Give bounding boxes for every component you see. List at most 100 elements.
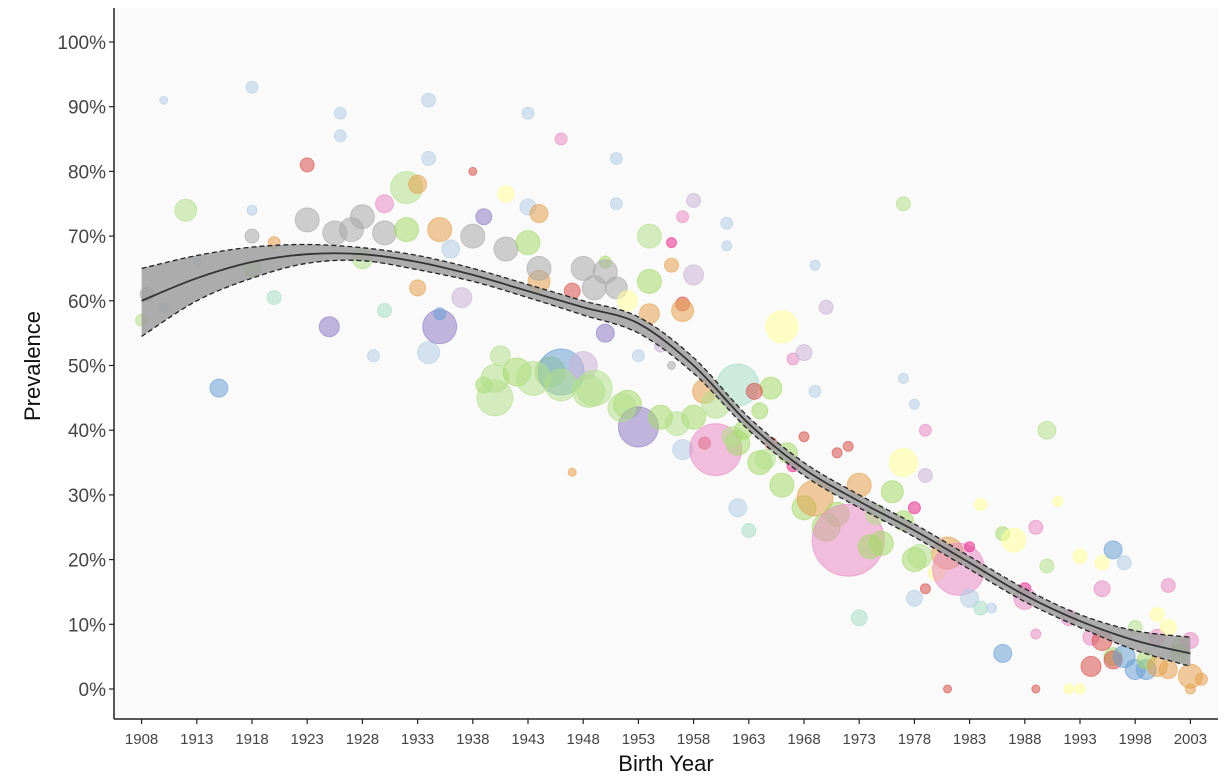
data-point — [489, 345, 511, 367]
data-point — [795, 344, 813, 362]
data-point — [421, 151, 437, 166]
data-point — [636, 223, 662, 249]
data-point — [245, 80, 259, 94]
x-tick-label: 1998 — [1119, 731, 1152, 748]
data-point — [1052, 495, 1064, 507]
data-point — [897, 372, 909, 384]
data-point — [174, 198, 198, 222]
y-tick-label: 50% — [68, 357, 106, 378]
data-point — [299, 157, 315, 173]
data-point — [974, 498, 988, 512]
data-point — [349, 204, 375, 230]
data-point — [294, 207, 320, 233]
data-point — [1158, 660, 1178, 680]
data-point — [888, 448, 918, 478]
data-point — [468, 166, 478, 176]
data-point — [421, 92, 437, 108]
data-point — [609, 152, 623, 165]
x-tick-label: 1948 — [567, 731, 600, 748]
data-point — [664, 257, 679, 273]
x-tick-label: 1938 — [456, 731, 489, 748]
fit-line — [141, 252, 1191, 655]
data-point — [769, 472, 795, 498]
data-point — [765, 310, 799, 344]
data-point — [1072, 548, 1088, 564]
data-point — [572, 374, 606, 408]
x-axis-title: Birth Year — [618, 751, 713, 776]
data-point — [607, 393, 637, 423]
data-point — [664, 411, 690, 437]
data-point — [616, 290, 638, 312]
data-point — [798, 431, 810, 443]
data-point — [1037, 420, 1057, 440]
data-point — [741, 523, 757, 538]
data-point — [394, 217, 420, 243]
data-point — [1093, 580, 1111, 598]
x-tick-label: 1928 — [346, 731, 379, 748]
data-point — [372, 220, 397, 246]
data-point — [526, 255, 552, 281]
data-point — [759, 376, 783, 400]
data-point — [1094, 555, 1110, 571]
data-point — [751, 402, 769, 420]
data-point — [1159, 619, 1177, 636]
data-point — [377, 303, 392, 318]
x-tick-label: 1988 — [1008, 731, 1041, 748]
data-point — [333, 106, 347, 120]
data-point — [728, 498, 748, 518]
data-point — [493, 236, 519, 262]
data-point — [1039, 558, 1055, 574]
data-point — [476, 379, 514, 417]
data-point — [809, 259, 821, 271]
data-point — [895, 196, 911, 212]
x-tick-label: 1923 — [291, 731, 324, 748]
data-point — [521, 106, 535, 120]
data-point — [595, 323, 615, 343]
data-point — [554, 132, 568, 146]
data-point — [1031, 684, 1041, 694]
data-point — [1028, 519, 1044, 535]
data-point — [1116, 555, 1132, 571]
data-point — [266, 290, 282, 306]
x-tick-label: 1918 — [235, 731, 268, 748]
data-point — [683, 264, 705, 286]
data-point — [993, 643, 1013, 663]
x-tick-label: 1953 — [622, 731, 655, 748]
data-point — [754, 448, 776, 470]
data-point — [907, 501, 921, 515]
data-point — [905, 589, 923, 607]
data-point — [808, 384, 822, 398]
data-point — [631, 349, 645, 363]
data-point — [244, 228, 260, 244]
upper-bound-line — [141, 243, 1191, 638]
data-point — [986, 602, 998, 614]
data-point — [516, 360, 551, 396]
axes: 0% 10% 20% 30% 40% 50% 60% 70% 80% 90% 100% 1908 191… — [57, 8, 1218, 748]
data-point — [720, 216, 734, 230]
data-point — [919, 583, 931, 595]
data-point — [333, 129, 347, 143]
data-point — [409, 279, 427, 297]
data-point — [908, 398, 920, 410]
data-point — [667, 361, 676, 370]
data-point — [529, 204, 549, 223]
data-point — [1103, 540, 1123, 560]
data-point — [567, 467, 577, 477]
data-point — [943, 684, 952, 694]
y-tick-label: 100% — [57, 33, 106, 54]
data-point — [433, 307, 447, 321]
data-point — [960, 588, 980, 608]
data-point — [515, 230, 541, 256]
data-point — [1184, 683, 1196, 695]
data-point — [451, 287, 473, 309]
data-point — [964, 541, 976, 553]
data-point — [1080, 655, 1102, 677]
y-tick-label: 90% — [68, 98, 106, 119]
y-tick-label: 70% — [68, 227, 106, 248]
x-tick-label: 1958 — [677, 731, 710, 748]
x-tick-label: 1973 — [843, 731, 876, 748]
data-point — [1001, 527, 1027, 553]
y-tick-label: 0% — [79, 680, 107, 701]
x-tick-label: 1978 — [898, 731, 931, 748]
y-tick-label: 10% — [68, 615, 106, 636]
